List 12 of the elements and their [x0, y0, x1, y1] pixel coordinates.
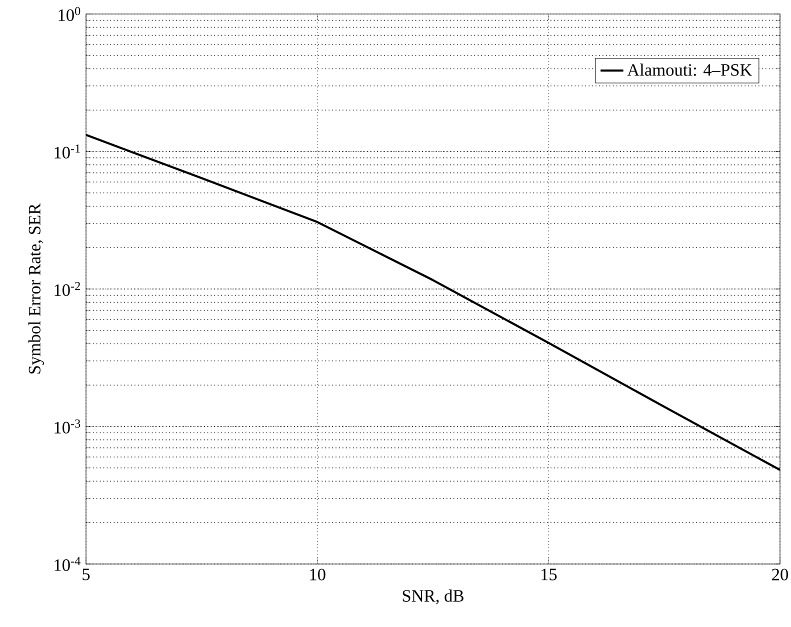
- x-tick-label: 20: [772, 568, 788, 580]
- y-axis-title: Symbol Error Rate, SER: [28, 203, 44, 374]
- x-tick-label: 15: [542, 568, 557, 580]
- y-tick-label: 10$^{-3}$: [54, 419, 80, 434]
- y-tick-label: 10$^{0}$: [58, 6, 80, 22]
- x-axis-title: SNR, dB: [402, 590, 464, 604]
- y-tick-label: 10$^{-1}$: [54, 144, 80, 158]
- x-tick-label: 5: [82, 568, 90, 580]
- y-tick-label: 10$^{-4}$: [54, 557, 80, 571]
- x-tick-label: 10: [310, 568, 326, 580]
- legend-label: Alamouti: 4–PSK: [627, 64, 752, 76]
- y-tick-label: 10$^{-2}$: [54, 282, 80, 296]
